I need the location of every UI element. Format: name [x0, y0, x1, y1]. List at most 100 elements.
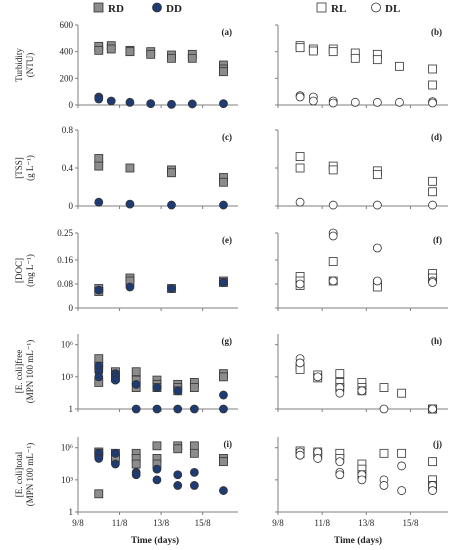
point-dd: [173, 386, 183, 396]
point-dd: [187, 99, 197, 109]
panel-label: (h): [431, 336, 442, 346]
panel-c: 0 0.4 0.8 (c) [TSS] (g L⁻¹): [14, 125, 238, 211]
point-rd: [125, 163, 135, 173]
panel-label: (e): [222, 235, 232, 245]
point-dl: [372, 200, 382, 210]
point-rl: [295, 163, 305, 173]
legend-marker-dd: [152, 2, 162, 13]
legend-label-dd: DD: [166, 3, 182, 15]
point-dl: [328, 200, 338, 210]
point-rd: [189, 383, 199, 392]
point-rl: [328, 165, 338, 175]
point-dl: [428, 486, 437, 495]
point-dl: [350, 97, 360, 107]
point-rd: [94, 154, 104, 163]
y-tick-label: 600: [60, 20, 74, 30]
point-dl: [372, 97, 382, 107]
panel-i: 1 10³ 10⁶ 9/8 11/8 13/8 15/8 (i) [E. coli]total(…: [14, 437, 238, 528]
point-rl: [428, 457, 437, 467]
y-axis-title: [TSS]: [14, 157, 24, 179]
point-dl: [372, 243, 382, 253]
y-tick-label: 0.4: [62, 163, 74, 173]
y-tick-label: 0.25: [57, 228, 73, 238]
point-dd: [173, 481, 183, 490]
y-axis-title: [E. coli]total: [14, 451, 24, 497]
point-dd: [146, 99, 156, 109]
legend-label-rl: RL: [331, 3, 346, 15]
legend-marker-rl: [316, 2, 327, 13]
point-rl: [428, 64, 437, 74]
y-axis-title: [E. coli]free: [14, 350, 24, 393]
point-rd: [131, 367, 141, 377]
point-dd: [189, 404, 199, 414]
point-rl: [379, 383, 389, 392]
point-dd: [219, 278, 228, 287]
panel-g: 1 10³ 10⁶ (g) [E. coli]free (MPN 100 mL⁻¹): [14, 334, 238, 414]
point-dd: [94, 197, 104, 207]
panel-h: (h): [275, 334, 448, 414]
point-dd: [94, 94, 104, 104]
panel-label: (c): [222, 132, 232, 142]
point-dd: [189, 481, 199, 490]
y-tick-label: 1: [69, 404, 74, 414]
point-dd: [152, 404, 162, 414]
point-rl: [308, 46, 318, 56]
point-rd: [219, 372, 228, 382]
point-dl: [313, 372, 323, 382]
point-rd: [125, 47, 135, 57]
point-dd: [152, 464, 162, 474]
panel-b: (b): [275, 24, 448, 108]
point-rd: [146, 49, 156, 59]
point-dd: [219, 390, 228, 400]
point-dd: [189, 467, 199, 477]
point-dl: [328, 231, 338, 241]
point-rd: [94, 489, 104, 499]
y-tick-label: 0: [69, 100, 74, 110]
panel-label: (f): [433, 235, 442, 245]
panel-label: (a): [222, 27, 233, 37]
point-rl: [295, 43, 305, 53]
point-dl: [308, 96, 318, 106]
point-dd: [173, 404, 183, 414]
x-tick-label: 9/8: [272, 518, 284, 528]
point-dd: [167, 99, 176, 109]
point-rl: [295, 152, 305, 162]
y-tick-label: 0.16: [57, 255, 73, 265]
legend-marker-rd: [93, 2, 104, 13]
panel-label: (j): [433, 439, 442, 449]
point-rd: [219, 177, 228, 187]
y-axis-title: Turbidity: [14, 48, 24, 82]
point-dl: [335, 457, 345, 467]
x-tick-label: 15/8: [402, 518, 419, 528]
point-dl: [313, 454, 323, 463]
panel-a: 0 200 400 600 (a) Turbidity (NTU): [14, 20, 238, 110]
point-dl: [335, 470, 345, 480]
point-dl: [397, 486, 407, 495]
point-rd: [106, 44, 116, 54]
point-dd: [131, 404, 141, 414]
point-dl: [428, 278, 437, 287]
point-rd: [219, 457, 228, 467]
panel-label: (d): [431, 132, 442, 142]
x-tick-label: 11/8: [112, 518, 128, 528]
point-rd: [94, 45, 104, 55]
point-rd: [131, 459, 141, 469]
panels: 0 200 400 600 (a) Turbidity (NTU) (b) 0 0.4 0.8 (c)…: [14, 20, 448, 528]
y-tick-label: 200: [60, 73, 74, 83]
y-tick-label: 0: [69, 303, 74, 313]
y-tick-label: 10³: [61, 475, 73, 485]
point-dl: [357, 475, 367, 485]
point-dl: [372, 276, 382, 286]
y-axis-title: (MPN 100 mL⁻¹): [25, 340, 35, 403]
point-dd: [219, 486, 228, 495]
x-tick-label: 13/8: [153, 518, 170, 528]
point-rl: [428, 187, 437, 197]
point-dd: [125, 282, 135, 292]
y-axis-title: (NTU): [25, 53, 35, 78]
point-dd: [152, 475, 162, 485]
point-dl: [295, 450, 305, 460]
y-tick-label: 0.08: [57, 279, 73, 289]
point-dd: [125, 199, 135, 209]
point-rd: [189, 448, 199, 458]
point-dl: [379, 404, 389, 414]
